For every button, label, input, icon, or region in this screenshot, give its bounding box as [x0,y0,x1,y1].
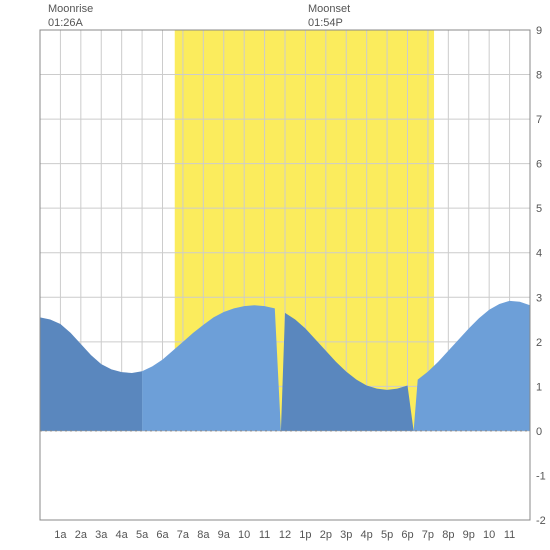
y-tick-label: -2 [536,515,546,527]
x-tick-label: 11 [504,529,515,541]
x-tick-label: 4p [361,529,373,541]
x-tick-label: 3a [95,529,108,541]
x-tick-label: 10 [483,529,495,541]
x-tick-label: 5p [381,529,393,541]
x-tick-label: 6a [156,529,169,541]
moonrise-title: Moonrise [48,2,93,16]
y-tick-label: 0 [536,426,542,438]
x-tick-label: 10 [238,529,250,541]
moonrise-time: 01:26A [48,16,93,30]
x-tick-label: 2p [320,529,332,541]
x-tick-label: 1p [299,529,311,541]
tide-area [40,301,530,431]
y-tick-label: 6 [536,159,542,171]
chart-svg: -2-101234567891a2a3a4a5a6a7a8a9a1011121p… [0,0,550,550]
y-tick-label: 1 [536,381,542,393]
y-tick-label: -1 [536,470,546,482]
y-tick-label: 7 [536,114,542,126]
y-tick-label: 8 [536,70,542,82]
x-tick-label: 1a [54,529,67,541]
x-tick-label: 8p [442,529,454,541]
y-tick-label: 4 [536,248,542,260]
y-tick-label: 3 [536,292,542,304]
x-tick-label: 7a [177,529,190,541]
x-tick-label: 6p [401,529,413,541]
x-tick-label: 2a [75,529,88,541]
x-tick-label: 9p [463,529,475,541]
moonset-time: 01:54P [308,16,350,30]
x-tick-label: 9a [218,529,231,541]
moonrise-label: Moonrise 01:26A [48,2,93,31]
x-tick-label: 4a [116,529,129,541]
tide-chart: Moonrise 01:26A Moonset 01:54P -2-101234… [0,0,550,550]
x-tick-label: 5a [136,529,149,541]
x-tick-label: 7p [422,529,434,541]
moonset-title: Moonset [308,2,350,16]
x-tick-label: 8a [197,529,210,541]
y-tick-label: 9 [536,25,542,37]
y-tick-label: 5 [536,203,542,215]
y-tick-label: 2 [536,337,542,349]
tide-segment [40,317,142,431]
x-tick-label: 3p [340,529,352,541]
moonset-label: Moonset 01:54P [308,2,350,31]
x-tick-label: 12 [279,529,291,541]
y-axis: -2 -1 0 1 2 3 4 5 6 7 8 9 [536,25,546,527]
x-tick-label: 11 [259,529,270,541]
x-axis: 1a 2a 3a 4a 5a 6a 7a 8a 9a 10 11 12 1p 2p 3p 4p 5p 6p 7p 8p… [54,529,515,541]
